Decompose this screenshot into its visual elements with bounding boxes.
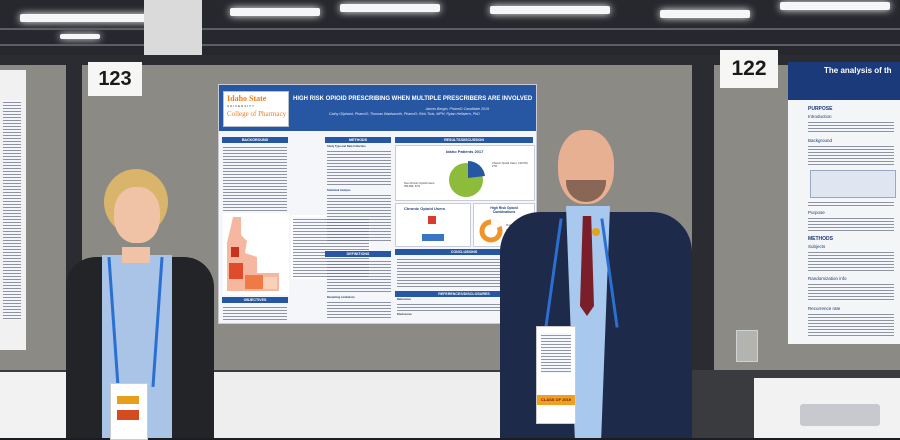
- poster-authors: James Bergin, PharmD Candidate 2019 Cath…: [329, 107, 529, 117]
- badge-ribbon: [117, 396, 139, 404]
- section-methods-header: METHODS: [325, 137, 391, 143]
- booth-top-rail: [0, 55, 900, 65]
- ceiling-truss: [0, 28, 900, 30]
- references-text: [397, 302, 531, 312]
- isu-logo: Idaho State UNIVERSITY College of Pharma…: [223, 91, 289, 127]
- idaho-map-figure: [223, 213, 289, 295]
- section-definitions-header: DEFINITIONS: [325, 251, 391, 257]
- tablet-device: [800, 404, 880, 426]
- ceiling-light: [60, 34, 100, 39]
- neighbor-poster-header: The analysis of th: [788, 62, 900, 100]
- author-list: Cathy Oliphant, PharmD; Thomas Wadsworth…: [329, 112, 480, 116]
- neighbor-section: PURPOSE: [808, 106, 833, 112]
- chronic-users-title: Chronic Opioid Users: [404, 206, 446, 211]
- name-badge: [110, 383, 148, 440]
- woman-neck: [122, 247, 150, 263]
- definitions-text: [327, 259, 391, 293]
- methods-subheading: Remaining Limitations: [327, 296, 355, 299]
- logo-text-college: College of Pharmacy: [227, 110, 287, 118]
- pie-chart-box: Idaho Patients 2017 Chronic Opioid Users…: [395, 145, 535, 201]
- idaho-map: [227, 217, 279, 291]
- section-background-header: BACKGROUND: [222, 137, 288, 143]
- neighbor-section: Background: [808, 138, 833, 143]
- pie-label-non-chronic: Non-Chronic Opioid Users, 353,999, 67%: [404, 182, 435, 188]
- neighbor-section: Subjects: [808, 244, 826, 249]
- man-beard: [566, 180, 606, 202]
- ceiling-truss: [0, 44, 900, 46]
- references-subheading: References: [397, 298, 411, 301]
- ceiling-light: [780, 2, 890, 10]
- table-left: [0, 372, 70, 438]
- ceiling-light: [340, 4, 440, 12]
- section-objectives-header: OBJECTIVES: [222, 297, 288, 303]
- research-poster: Idaho State UNIVERSITY College of Pharma…: [218, 84, 537, 324]
- booth-number-123: 123: [88, 62, 142, 96]
- table-center: [200, 372, 516, 438]
- poster-title: HIGH RISK OPIOID PRESCRIBING WHEN MULTIP…: [293, 96, 533, 102]
- name-badge: CLASS OF 2019: [536, 326, 576, 424]
- ceiling-pillar: [144, 0, 202, 55]
- methods-subheading: Study Type and Data Collection: [327, 145, 366, 148]
- ceiling-light: [490, 6, 610, 14]
- methods-text: [327, 149, 391, 187]
- neighbor-poster-left: [0, 70, 26, 350]
- ceiling-light: [230, 8, 320, 16]
- section-results-header: RESULTS/DISCUSSION: [395, 137, 533, 143]
- section-references-header: REFERENCES/DISCLOSURES: [395, 291, 533, 297]
- disclosures-subheading: Disclosures: [397, 313, 412, 316]
- neighbor-section: Purpose: [808, 210, 825, 215]
- methods-subheading: Statistical Analysis: [327, 189, 351, 192]
- section-conclusions-header: CONCLUSIONS: [395, 249, 533, 255]
- neighbor-poster-title: The analysis of th: [824, 66, 892, 75]
- background-text: [223, 145, 287, 211]
- badge-ribbon-class-of-2019: CLASS OF 2019: [537, 395, 575, 405]
- pie-chart-title: Idaho Patients 2017: [446, 149, 484, 154]
- woman-face: [114, 187, 160, 243]
- neighbor-section: METHODS: [808, 236, 833, 242]
- person-man: CLASS OF 2019: [496, 128, 692, 438]
- logo-text-idaho-state: Idaho State: [227, 94, 267, 103]
- author-presenter: James Bergin, PharmD Candidate 2019: [425, 107, 489, 111]
- donut-chart: [479, 219, 503, 243]
- neighbor-table: [810, 170, 896, 198]
- chronic-users-icon: [428, 216, 436, 224]
- chronic-users-bar: [422, 234, 444, 241]
- objectives-text: [223, 305, 287, 321]
- poster-header: Idaho State UNIVERSITY College of Pharma…: [219, 85, 536, 131]
- statistics-text: [327, 193, 391, 243]
- neighbor-section: Introduction: [808, 114, 832, 119]
- pie-label-chronic: Chronic Opioid Users, 130,979, 27%: [492, 162, 529, 168]
- logo-text-university: UNIVERSITY: [227, 104, 256, 108]
- man-tie: [580, 216, 594, 316]
- pie-chart: [449, 160, 485, 197]
- badge-ribbon: [117, 410, 139, 420]
- chronic-users-box: Chronic Opioid Users: [395, 203, 471, 247]
- combinations-title: High Risk Opioid Combinations: [490, 206, 518, 214]
- person-woman: [60, 165, 220, 440]
- neighbor-section: Randomization info: [808, 276, 847, 281]
- water-cup: [736, 330, 758, 362]
- ceiling-light: [660, 10, 750, 18]
- ceiling-light: [20, 14, 180, 22]
- booth-number-122: 122: [720, 50, 778, 88]
- lapel-pin: [592, 228, 600, 236]
- neighbor-poster-right: The analysis of th PURPOSE Introduction …: [788, 62, 900, 344]
- neighbor-section: Recurrence rate: [808, 306, 841, 311]
- booth-post: [692, 55, 714, 438]
- limitations-text: [327, 300, 391, 318]
